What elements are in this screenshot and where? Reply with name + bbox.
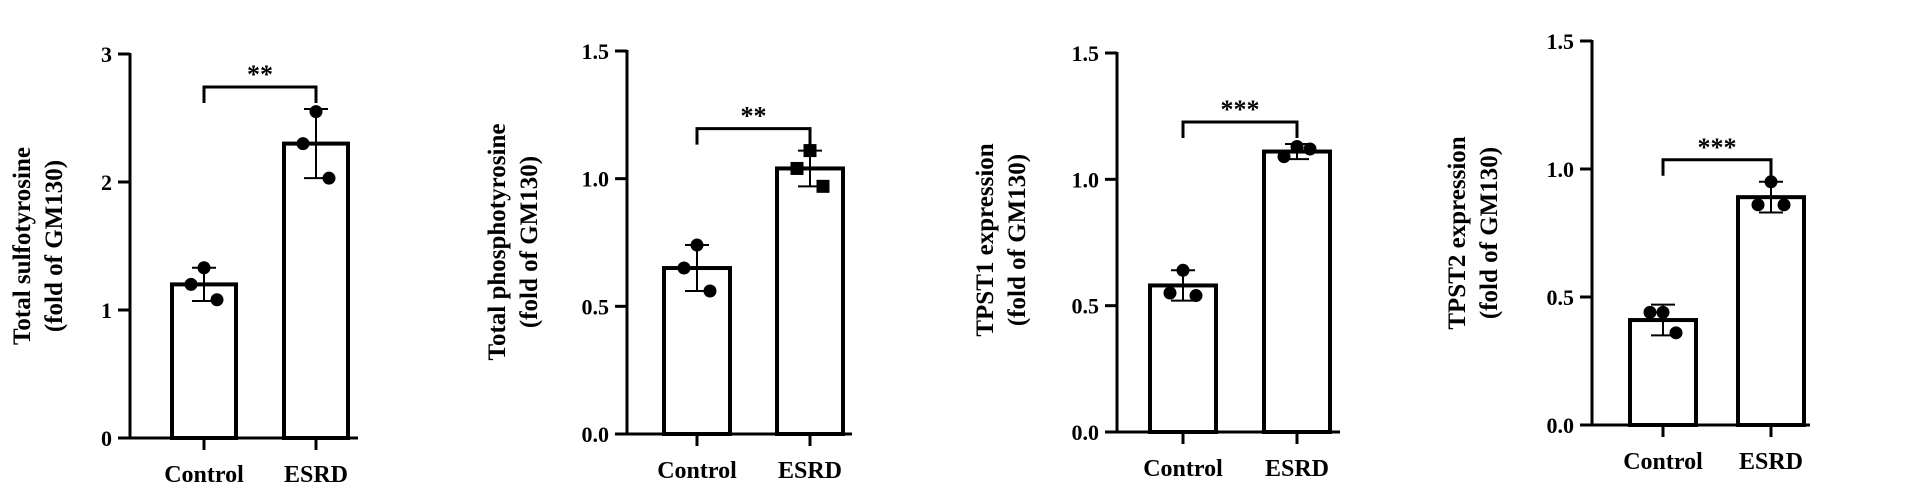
y-axis-label-line: TPST2 expression xyxy=(1444,136,1471,329)
y-tick-label: 1.0 xyxy=(582,167,610,192)
y-tick-label: 0 xyxy=(101,426,112,451)
data-point xyxy=(1777,198,1791,212)
data-point xyxy=(309,105,323,119)
data-point xyxy=(1303,142,1317,156)
data-point xyxy=(790,161,804,175)
y-tick-label: 0.0 xyxy=(1547,413,1575,438)
data-point xyxy=(803,144,817,158)
data-point xyxy=(184,277,198,291)
y-tick-label: 1.5 xyxy=(1072,41,1100,66)
y-axis-label-line: (fold of GM130) xyxy=(516,156,543,328)
data-point xyxy=(1277,150,1291,164)
data-point xyxy=(1764,175,1778,189)
y-tick-label: 1 xyxy=(101,298,112,323)
y-tick-label: 0.0 xyxy=(582,422,610,447)
y-tick-label: 3 xyxy=(101,42,112,67)
data-point xyxy=(677,261,691,275)
y-tick-label: 0.5 xyxy=(582,294,610,319)
x-tick-label: ESRD xyxy=(1265,456,1329,482)
bar-control xyxy=(170,282,238,440)
significance-bracket xyxy=(695,127,812,145)
x-tick-label: Control xyxy=(1623,449,1703,475)
significance-bracket xyxy=(202,85,318,104)
significance-label: *** xyxy=(1221,95,1260,124)
y-axis-label-line: Total phosphotyrosine xyxy=(484,124,511,361)
y-axis-label: Total sulfotyrosine (fold of GM130) xyxy=(9,147,68,345)
x-tick-label: Control xyxy=(1143,456,1223,482)
significance-label: ** xyxy=(741,102,767,131)
y-axis-label-line: (fold of GM130) xyxy=(41,160,68,332)
y-axis-label: Total phosphotyrosine (fold of GM130) xyxy=(484,124,543,361)
data-point xyxy=(1643,305,1657,319)
y-axis-label: TPST1 expression (fold of GM130) xyxy=(972,143,1031,336)
chart-panel-2: 0.0 0.5 1.0 1.5 Control ESRD Total phosphotyro… xyxy=(484,39,852,484)
data-point xyxy=(816,179,830,193)
data-point xyxy=(1176,263,1190,277)
data-point xyxy=(1189,289,1203,303)
data-point xyxy=(296,137,310,151)
bar-esrd xyxy=(1262,149,1332,434)
bar-control xyxy=(1148,283,1218,434)
chart-panel-1: 0 1 2 3 Control ESRD Total sulfotyrosine (fold … xyxy=(9,42,358,486)
y-axis-label: TPST2 expression (fold of GM130) xyxy=(1444,136,1503,329)
bar-control xyxy=(1628,318,1698,428)
y-tick-label: 1.0 xyxy=(1547,157,1575,182)
y-tick-label: 0.0 xyxy=(1072,420,1100,445)
chart-panel-3: 0.0 0.5 1.0 1.5 Control ESRD TPST1 expression(… xyxy=(972,41,1340,482)
y-tick-label: 1.0 xyxy=(1072,167,1100,192)
x-tick-label: ESRD xyxy=(284,462,348,486)
data-point xyxy=(197,261,211,275)
data-point xyxy=(210,293,224,307)
data-point xyxy=(1751,198,1765,212)
bar-esrd xyxy=(775,166,845,436)
data-point xyxy=(690,238,704,252)
data-point xyxy=(322,171,336,185)
y-axis-label-line: Total sulfotyrosine xyxy=(9,147,36,345)
bar-control xyxy=(662,266,732,436)
data-point xyxy=(1669,326,1683,340)
y-tick-label: 1.5 xyxy=(582,39,610,64)
significance-label: *** xyxy=(1698,133,1737,162)
bar-esrd xyxy=(282,141,350,440)
chart-panel-4: 0.0 0.5 1.0 1.5 Control ESRD TPST2 expression(… xyxy=(1444,29,1810,475)
significance-bracket xyxy=(1661,158,1773,176)
x-tick-label: Control xyxy=(164,462,244,486)
x-tick-label: Control xyxy=(657,458,737,484)
data-point xyxy=(703,284,717,298)
y-axis-label-line: (fold of GM130) xyxy=(1476,147,1503,319)
significance-label: ** xyxy=(247,60,273,89)
y-axis-label-line: (fold of GM130) xyxy=(1004,154,1031,326)
x-tick-label: ESRD xyxy=(1739,449,1803,475)
bar-esrd xyxy=(1736,195,1806,427)
data-point xyxy=(1163,286,1177,300)
y-tick-label: 1.5 xyxy=(1547,29,1575,54)
data-point xyxy=(1290,139,1304,153)
y-tick-label: 0.5 xyxy=(1547,285,1575,310)
significance-bracket xyxy=(1181,120,1299,138)
x-tick-label: ESRD xyxy=(778,458,842,484)
data-point xyxy=(1656,305,1670,319)
y-tick-label: 0.5 xyxy=(1072,294,1100,319)
y-tick-label: 2 xyxy=(101,170,112,195)
y-axis-label-line: TPST1 expression xyxy=(972,143,999,336)
